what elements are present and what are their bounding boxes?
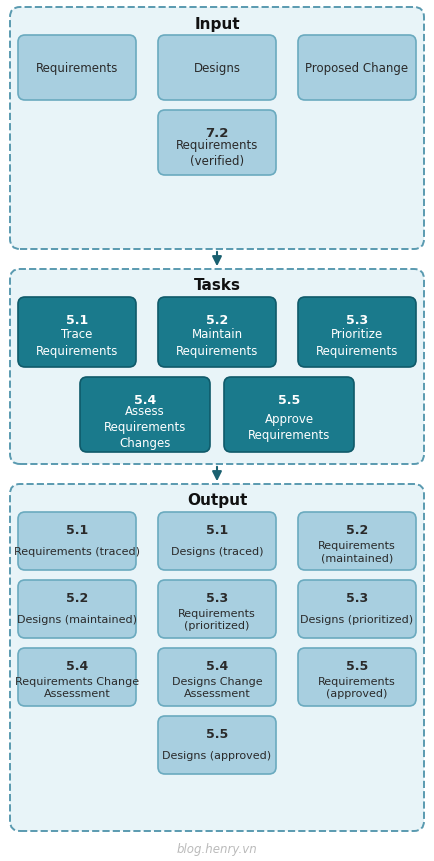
Text: Designs (maintained): Designs (maintained) (17, 614, 137, 624)
Text: 5.4: 5.4 (134, 393, 156, 406)
Text: 5.2: 5.2 (346, 523, 368, 537)
Text: Input: Input (194, 16, 240, 32)
FancyBboxPatch shape (158, 716, 276, 774)
FancyBboxPatch shape (158, 580, 276, 638)
FancyBboxPatch shape (298, 512, 416, 570)
FancyBboxPatch shape (224, 378, 354, 453)
Text: Trace
Requirements: Trace Requirements (36, 328, 118, 357)
Text: Requirements
(maintained): Requirements (maintained) (318, 540, 396, 562)
Text: 5.2: 5.2 (66, 592, 88, 604)
Text: Designs (traced): Designs (traced) (171, 547, 263, 556)
Text: Designs (prioritized): Designs (prioritized) (300, 614, 414, 624)
Text: Requirements Change
Assessment: Requirements Change Assessment (15, 676, 139, 698)
Text: 5.3: 5.3 (346, 313, 368, 326)
Text: 5.5: 5.5 (206, 728, 228, 740)
FancyBboxPatch shape (298, 298, 416, 368)
Text: 5.1: 5.1 (66, 313, 88, 326)
Text: 5.3: 5.3 (346, 592, 368, 604)
Text: 5.1: 5.1 (206, 523, 228, 537)
Text: Designs (approved): Designs (approved) (162, 750, 272, 760)
Text: Requirements (traced): Requirements (traced) (14, 547, 140, 556)
FancyBboxPatch shape (158, 648, 276, 706)
Text: Requirements
(approved): Requirements (approved) (318, 676, 396, 698)
Text: 5.3: 5.3 (206, 592, 228, 604)
Text: Designs Change
Assessment: Designs Change Assessment (172, 676, 262, 698)
Text: 5.5: 5.5 (346, 660, 368, 672)
FancyBboxPatch shape (10, 269, 424, 464)
Text: Maintain
Requirements: Maintain Requirements (176, 328, 258, 357)
Text: Proposed Change: Proposed Change (306, 62, 408, 75)
FancyBboxPatch shape (158, 298, 276, 368)
Text: Approve
Requirements: Approve Requirements (248, 412, 330, 442)
FancyBboxPatch shape (10, 8, 424, 250)
FancyBboxPatch shape (158, 512, 276, 570)
FancyBboxPatch shape (18, 580, 136, 638)
Text: 7.2: 7.2 (205, 127, 229, 139)
FancyBboxPatch shape (158, 36, 276, 101)
Text: blog.henry.vn: blog.henry.vn (177, 843, 257, 856)
FancyBboxPatch shape (158, 111, 276, 176)
Text: 5.4: 5.4 (206, 660, 228, 672)
Text: Output: Output (187, 493, 247, 508)
Text: Requirements: Requirements (36, 62, 118, 75)
Text: Tasks: Tasks (194, 278, 240, 293)
Text: Assess
Requirements
Changes: Assess Requirements Changes (104, 405, 186, 449)
FancyBboxPatch shape (18, 298, 136, 368)
Text: 5.4: 5.4 (66, 660, 88, 672)
FancyBboxPatch shape (298, 648, 416, 706)
Text: 5.1: 5.1 (66, 523, 88, 537)
Text: Designs: Designs (194, 62, 240, 75)
FancyBboxPatch shape (10, 485, 424, 831)
FancyBboxPatch shape (298, 36, 416, 101)
Text: 5.5: 5.5 (278, 393, 300, 406)
Text: 5.2: 5.2 (206, 313, 228, 326)
FancyBboxPatch shape (80, 378, 210, 453)
FancyBboxPatch shape (18, 648, 136, 706)
Text: Prioritize
Requirements: Prioritize Requirements (316, 328, 398, 357)
Text: Requirements
(verified): Requirements (verified) (176, 139, 258, 168)
Text: Requirements
(prioritized): Requirements (prioritized) (178, 608, 256, 630)
FancyBboxPatch shape (18, 36, 136, 101)
FancyBboxPatch shape (298, 580, 416, 638)
FancyBboxPatch shape (18, 512, 136, 570)
